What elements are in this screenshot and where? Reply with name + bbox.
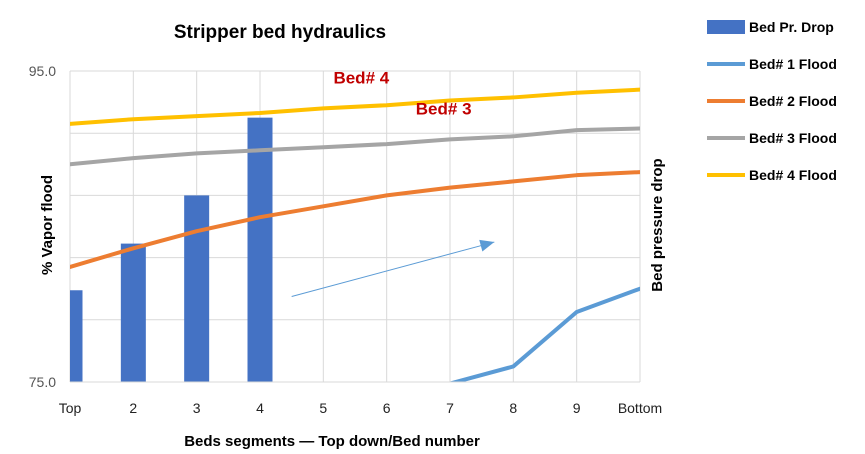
series-line-3	[70, 126, 640, 167]
x-tick-labels: Top 2 3 4 5 6 7 8 9 Bottom	[59, 400, 662, 416]
legend-swatch	[707, 20, 745, 34]
series-line-2	[70, 170, 640, 269]
series-line-1	[448, 286, 640, 382]
x-tick-label: 8	[509, 400, 517, 416]
x-tick-label: 7	[446, 400, 454, 416]
y-axis-title: % Vapor flood	[39, 175, 56, 275]
x-tick-label: 6	[383, 400, 391, 416]
x-axis-title: Beds segments — Top down/Bed number	[184, 433, 480, 450]
x-tick-label: Bottom	[618, 400, 662, 416]
series-line-4	[70, 87, 640, 126]
arrow-shaft	[291, 241, 495, 297]
chart-title: Stripper bed hydraulics	[174, 22, 386, 43]
line-series	[70, 87, 640, 382]
annotation-label-1: Bed# 4	[333, 68, 389, 87]
y2-axis-title: Bed pressure drop	[649, 158, 666, 291]
x-tick-label: 3	[193, 400, 201, 416]
bar-4	[247, 117, 273, 382]
legend-label: Bed# 2 Flood	[749, 93, 837, 109]
legend: Bed Pr. Drop Bed# 1 Flood Bed# 2 Flood Bed#…	[707, 19, 837, 183]
bar-Top	[70, 290, 83, 382]
arrow-head	[479, 239, 495, 252]
legend-label: Bed# 3 Flood	[749, 130, 837, 146]
bar-2	[120, 243, 146, 382]
bar-3	[184, 195, 210, 382]
x-tick-label: 9	[573, 400, 581, 416]
x-tick-label: Top	[59, 400, 82, 416]
y-tick-label: 95.0	[29, 63, 56, 79]
x-tick-label: 2	[129, 400, 137, 416]
bar-series	[70, 117, 273, 382]
legend-label: Bed# 1 Flood	[749, 56, 837, 72]
legend-label: Bed Pr. Drop	[749, 19, 834, 35]
trend-arrow	[291, 239, 495, 297]
x-tick-label: 4	[256, 400, 264, 416]
y-tick-labels: 95.0 75.0	[29, 63, 56, 390]
legend-label: Bed# 4 Flood	[749, 167, 837, 183]
annotation-label-2: Bed# 3	[416, 100, 472, 119]
x-tick-label: 5	[319, 400, 327, 416]
y-tick-label: 75.0	[29, 374, 56, 390]
annotations: Bed# 4 Bed# 3	[333, 68, 471, 118]
